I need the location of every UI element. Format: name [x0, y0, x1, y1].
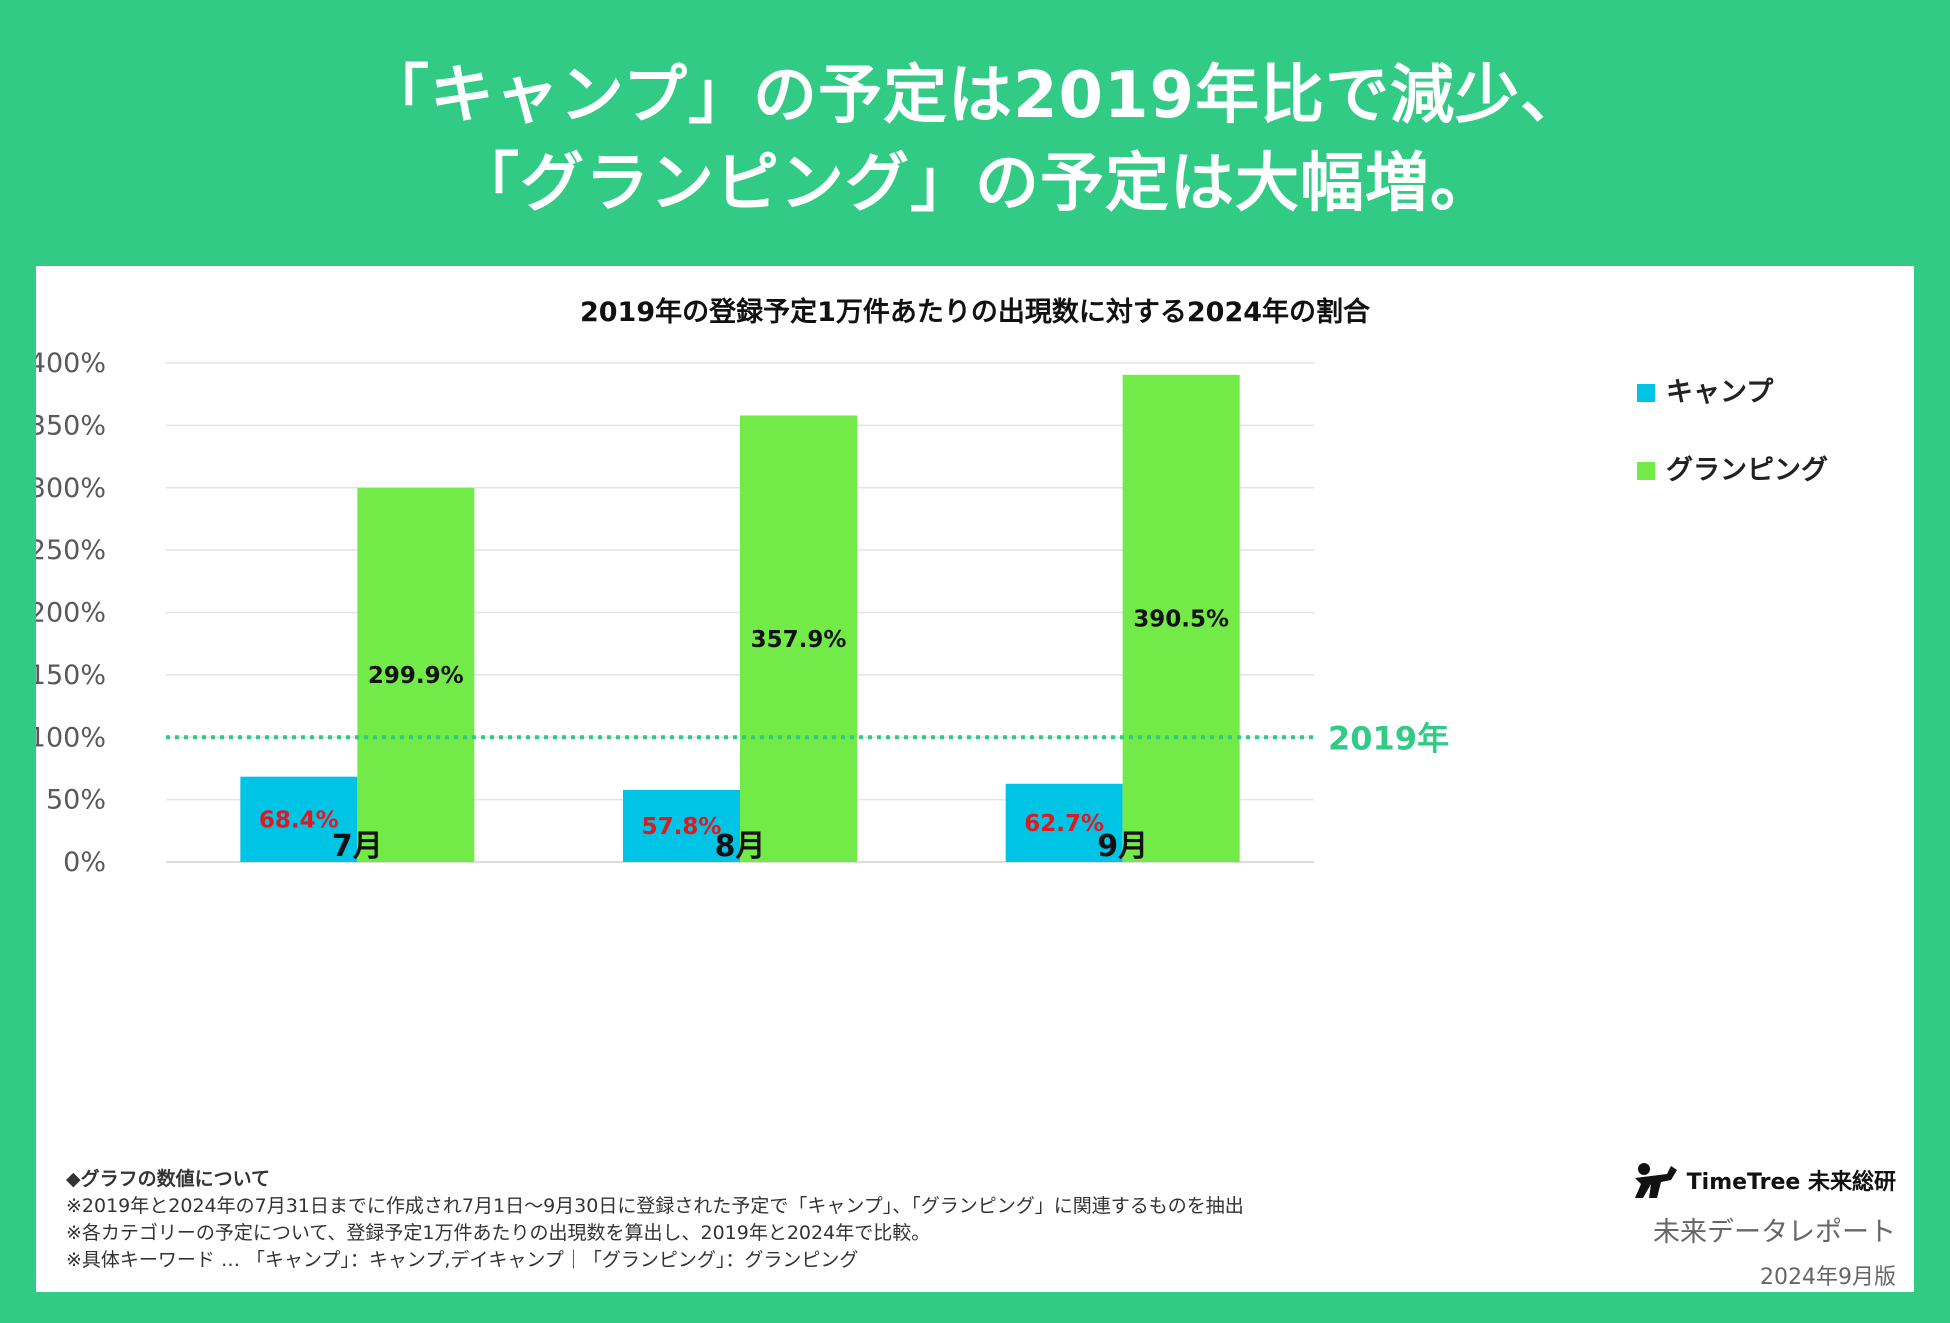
- notes-line: ※2019年と2024年の7月31日までに作成され7月1日〜9月30日に登録され…: [66, 1195, 1244, 1217]
- data-label: 357.9%: [751, 627, 847, 653]
- x-category-label: 9月: [1097, 829, 1148, 864]
- bar-glamping: [357, 487, 475, 862]
- bar-chart: 0% 50% 100% 150% 200% 250% 300% 350% 400% 68.4% 29…: [36, 348, 1828, 878]
- data-label: 390.5%: [1133, 606, 1229, 632]
- y-tick-label: 250%: [36, 535, 106, 566]
- data-label: 62.7%: [1024, 811, 1104, 837]
- legend-swatch: [1637, 384, 1655, 402]
- notes-line: ※具体キーワード … 「キャンプ」：キャンプ,デイキャンプ｜「グランピング」：グ…: [66, 1249, 859, 1271]
- report-edition: 2024年9月版: [1760, 1265, 1896, 1290]
- y-tick-label: 50%: [46, 785, 106, 816]
- reference-line-label: 2019年: [1328, 719, 1449, 757]
- notes-heading: ◆グラフの数値について: [66, 1168, 271, 1190]
- data-label: 68.4%: [259, 807, 339, 833]
- y-tick-label: 200%: [36, 598, 106, 629]
- y-tick-label: 300%: [36, 473, 106, 504]
- bar-camp: [240, 776, 358, 862]
- data-label: 57.8%: [642, 814, 722, 840]
- y-tick-label: 150%: [36, 660, 106, 691]
- bar-camp: [623, 789, 740, 862]
- notes-line: ※各カテゴリーの予定について、登録予定1万件あたりの出現数を算出し、2019年と…: [66, 1222, 931, 1244]
- x-category-label: 7月: [332, 829, 383, 864]
- y-tick-label: 100%: [36, 722, 106, 753]
- data-label: 299.9%: [368, 663, 464, 689]
- bar-camp: [1005, 783, 1123, 862]
- headline: 「キャンプ」の予定は2019年比で減少、 「グランピング」の予定は大幅増。: [0, 52, 1950, 228]
- brand-logo: TimeTree 未来総研: [1631, 1160, 1896, 1200]
- chart-panel: 2019年の登録予定1万件あたりの出現数に対する2024年の割合 0% 50% 10…: [36, 266, 1914, 1292]
- legend-label: キャンプ: [1666, 377, 1774, 408]
- bar-glamping: [740, 415, 857, 862]
- headline-line-1: 「キャンプ」の予定は2019年比で減少、: [364, 59, 1586, 133]
- legend-label: グランピング: [1666, 454, 1828, 486]
- bar-glamping: [1122, 374, 1240, 862]
- brand-logo-text: TimeTree 未来総研: [1686, 1170, 1896, 1195]
- report-name: 未来データレポート: [1653, 1217, 1896, 1248]
- timetree-logo-icon: [1634, 1163, 1677, 1198]
- y-tick-label: 400%: [36, 348, 106, 379]
- y-tick-label: 350%: [36, 410, 106, 441]
- brand: TimeTree 未来総研 未来データレポート 2024年9月版: [1631, 1160, 1896, 1291]
- legend-swatch: [1637, 462, 1655, 480]
- chart-title: 2019年の登録予定1万件あたりの出現数に対する2024年の割合: [579, 297, 1371, 328]
- notes: ◆グラフの数値について ※2019年と2024年の7月31日までに作成され7月1…: [66, 1166, 1244, 1274]
- headline-line-2: 「グランピング」の予定は大幅増。: [455, 147, 1495, 221]
- x-category-label: 8月: [715, 829, 766, 864]
- y-tick-label: 0%: [63, 847, 106, 878]
